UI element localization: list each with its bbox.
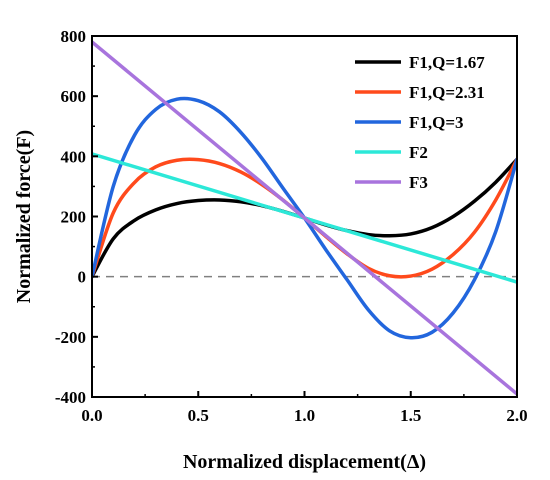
y-tick-label: 200 bbox=[61, 208, 87, 227]
legend: F1,Q=1.67 F1,Q=2.31 F1,Q=3 F2 F3 bbox=[355, 53, 485, 192]
x-tick-label: 1.0 bbox=[294, 406, 315, 425]
x-tick-label: 0.0 bbox=[81, 406, 102, 425]
x-tick-label: 2.0 bbox=[506, 406, 527, 425]
legend-label: F1,Q=1.67 bbox=[409, 53, 485, 72]
series-line-5 bbox=[92, 40, 517, 396]
series-layer bbox=[92, 40, 517, 396]
y-tick-label: -400 bbox=[55, 388, 86, 407]
y-tick-label: 0 bbox=[78, 268, 87, 287]
legend-label: F3 bbox=[409, 173, 428, 192]
x-axis-label: Normalized displacement(Δ) bbox=[183, 451, 426, 473]
tick-layer: 0.0 0.5 1.0 1.5 2.0 -400 -200 0 200 400 600 800 bbox=[55, 27, 528, 425]
legend-label: F1,Q=2.31 bbox=[409, 83, 485, 102]
y-tick-label: 400 bbox=[61, 147, 87, 166]
y-tick-label: 800 bbox=[61, 27, 87, 46]
x-tick-label: 1.5 bbox=[400, 406, 421, 425]
legend-label: F2 bbox=[409, 143, 428, 162]
y-tick-label: -200 bbox=[55, 328, 86, 347]
y-tick-label: 600 bbox=[61, 87, 87, 106]
x-tick-label: 0.5 bbox=[188, 406, 209, 425]
y-axis-label: Normalized force(F) bbox=[13, 130, 35, 303]
legend-label: F1,Q=3 bbox=[409, 113, 464, 132]
